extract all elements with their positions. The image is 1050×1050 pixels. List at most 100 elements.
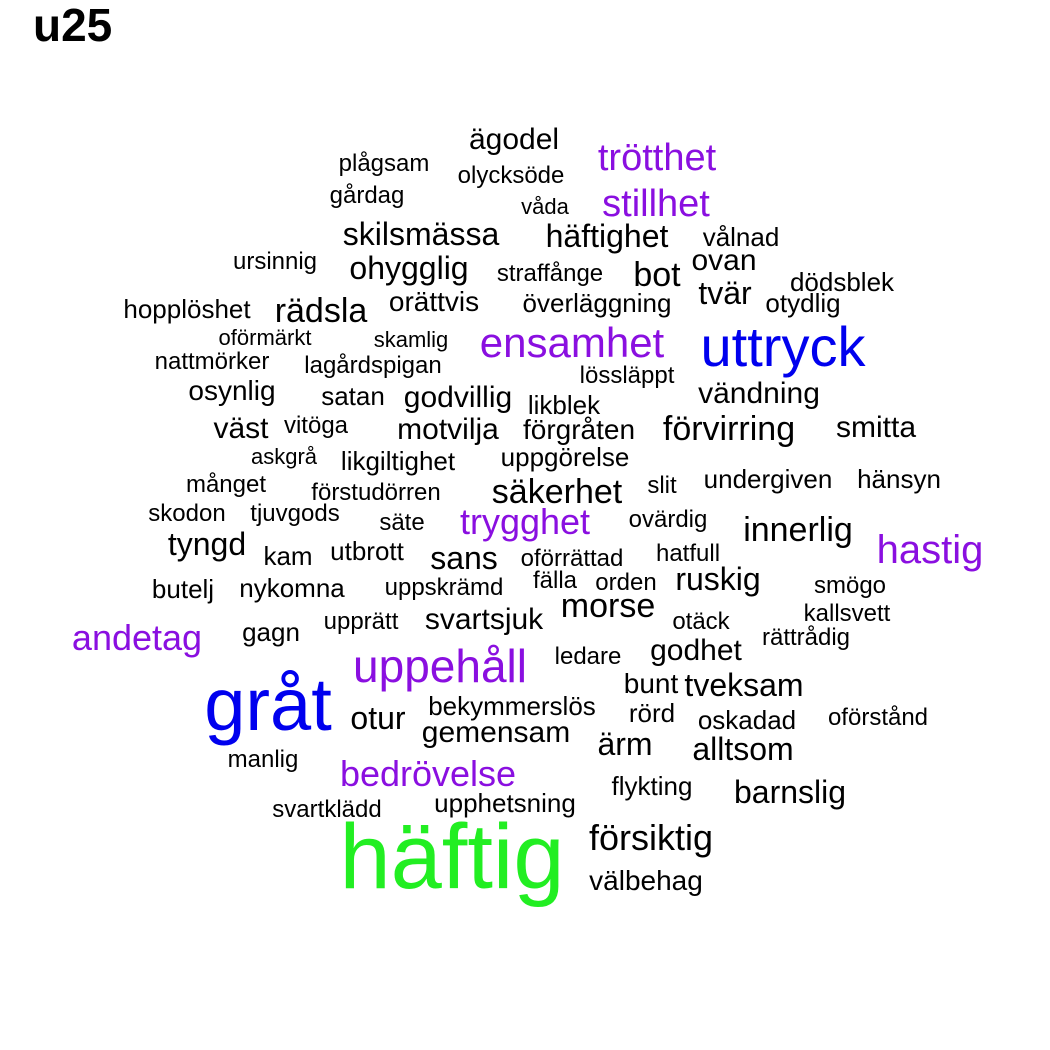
cloud-word-ovardig: ovärdig — [628, 506, 708, 533]
cloud-word-ovan: ovan — [691, 244, 757, 277]
cloud-word-forgraten: förgråten — [522, 414, 636, 445]
cloud-word-oforrattad: oförrättad — [520, 545, 624, 572]
cloud-word-ruskig: ruskig — [675, 561, 761, 597]
cloud-word-bot: bot — [633, 256, 681, 294]
cloud-word-oforstand: oförstånd — [827, 704, 929, 731]
cloud-word-smitta: smitta — [835, 411, 917, 444]
cloud-word-ohygglig: ohygglig — [349, 250, 469, 286]
cloud-word-tjuvgods: tjuvgods — [250, 500, 340, 527]
cloud-word-kallsvett: kallsvett — [803, 600, 891, 627]
cloud-word-osynlig: osynlig — [188, 375, 276, 406]
cloud-word-uppgorelse: uppgörelse — [500, 442, 630, 472]
cloud-word-satan: satan — [321, 381, 385, 411]
cloud-word-slit: slit — [647, 472, 677, 499]
cloud-word-falla: fälla — [532, 567, 578, 594]
cloud-word-skilsmassa: skilsmässa — [342, 216, 500, 252]
cloud-word-tyngd: tyngd — [167, 526, 247, 562]
cloud-word-oskadad: oskadad — [697, 705, 797, 735]
cloud-word-butelj: butelj — [151, 574, 215, 604]
cloud-word-vast: väst — [213, 412, 269, 445]
cloud-word-haftig: häftig — [339, 806, 565, 908]
cloud-word-trotthet: trötthet — [597, 137, 717, 179]
cloud-word-manget: månget — [185, 471, 267, 498]
cloud-word-tveksam: tveksam — [684, 667, 804, 703]
cloud-word-alltsom: alltsom — [692, 731, 794, 767]
cloud-word-bunt: bunt — [623, 668, 679, 699]
cloud-word-ursinnig: ursinnig — [232, 248, 318, 275]
cloud-word-godvillig: godvillig — [403, 381, 513, 414]
cloud-word-sate: säte — [379, 509, 425, 536]
cloud-word-oformarkt: oförmärkt — [218, 325, 312, 350]
cloud-word-askgra: askgrå — [250, 444, 318, 469]
cloud-word-svartkladd: svartklädd — [272, 796, 382, 823]
cloud-word-gardag: gårdag — [329, 182, 405, 209]
cloud-word-agodel: ägodel — [468, 123, 560, 156]
cloud-word-vandning: vändning — [698, 377, 820, 410]
cloud-word-uppskramd: uppskrämd — [384, 574, 504, 601]
cloud-word-barnslig: barnslig — [733, 774, 847, 810]
cloud-word-likblek: likblek — [527, 390, 601, 420]
cloud-word-trygghet: trygghet — [459, 501, 591, 542]
cloud-word-uppehall: uppehåll — [353, 640, 527, 692]
cloud-word-rattradig: rättrådig — [761, 624, 851, 651]
cloud-word-losslappt: lössläppt — [579, 362, 675, 389]
cloud-word-forvirring: förvirring — [662, 410, 796, 448]
cloud-word-nattmorker: nattmörker — [154, 348, 270, 375]
cloud-word-gagn: gagn — [242, 617, 300, 647]
cloud-word-sakerhet: säkerhet — [491, 473, 623, 511]
cloud-word-godhet: godhet — [650, 634, 742, 667]
cloud-word-manlig: manlig — [227, 746, 299, 773]
cloud-word-vada: våda — [521, 194, 569, 219]
cloud-word-olycksode: olycksöde — [457, 162, 565, 189]
cloud-word-hansyn: hänsyn — [857, 464, 941, 494]
cloud-word-forstudorren: förstudörren — [311, 479, 441, 506]
cloud-word-morse: morse — [560, 587, 656, 625]
cloud-word-dodsblek: dödsblek — [789, 267, 895, 297]
cloud-word-uppratt: upprätt — [323, 608, 399, 635]
cloud-word-bedrovelse: bedrövelse — [339, 753, 517, 794]
cloud-word-orattvis: orättvis — [388, 286, 480, 317]
cloud-word-skodon: skodon — [148, 500, 226, 527]
cloud-word-plagsam: plågsam — [338, 150, 430, 177]
cloud-word-otydlig: otydlig — [765, 288, 841, 318]
cloud-word-valbehag: välbehag — [589, 865, 703, 896]
cloud-word-innerlig: innerlig — [743, 511, 853, 549]
cloud-word-hastig: hastig — [876, 528, 984, 572]
cloud-word-valnad: vålnad — [702, 222, 780, 252]
cloud-word-stillhet: stillhet — [602, 183, 710, 225]
cloud-word-motvilja: motvilja — [397, 413, 499, 446]
cloud-word-arm: ärm — [597, 726, 653, 762]
cloud-word-orden: orden — [595, 569, 657, 596]
cloud-word-smogo: smögo — [813, 572, 887, 599]
cloud-word-otur: otur — [350, 700, 406, 736]
cloud-word-andetag: andetag — [71, 617, 203, 658]
cloud-word-grat: gråt — [204, 663, 332, 746]
cloud-word-undergiven: undergiven — [703, 464, 833, 494]
cloud-word-kam: kam — [263, 541, 313, 571]
cloud-word-likgiltighet: likgiltighet — [340, 446, 456, 476]
cloud-word-haftighet: häftighet — [545, 218, 669, 254]
cloud-word-sans: sans — [430, 540, 498, 576]
cloud-word-tvar: tvär — [698, 275, 752, 311]
cloud-word-gemensam: gemensam — [421, 716, 571, 749]
cloud-word-vitoga: vitöga — [283, 412, 349, 439]
cloud-word-uttryck: uttryck — [700, 315, 866, 378]
cloud-word-forsiktig: försiktig — [588, 817, 714, 858]
cloud-word-overlaggning: överläggning — [522, 288, 672, 318]
cloud-word-otack: otäck — [672, 608, 730, 635]
cloud-word-hatfull: hatfull — [655, 540, 721, 567]
cloud-word-skamlig: skamlig — [373, 327, 449, 352]
cloud-word-bekymmerslos: bekymmerslös — [428, 691, 596, 721]
cloud-word-utbrott: utbrott — [330, 536, 404, 566]
cloud-word-flykting: flykting — [611, 771, 693, 801]
cloud-word-straffange: straffånge — [496, 260, 604, 287]
cloud-word-svartsjuk: svartsjuk — [424, 603, 544, 636]
cloud-word-ledare: ledare — [554, 643, 622, 670]
cloud-word-nykomna: nykomna — [239, 573, 345, 603]
cloud-word-ensamhet: ensamhet — [479, 319, 665, 366]
cloud-word-hopploshet: hopplöshet — [123, 294, 251, 324]
cloud-word-upphetsning: upphetsning — [434, 788, 576, 818]
cloud-word-rord: rörd — [628, 698, 676, 728]
cloud-word-radsla: rädsla — [274, 292, 368, 330]
